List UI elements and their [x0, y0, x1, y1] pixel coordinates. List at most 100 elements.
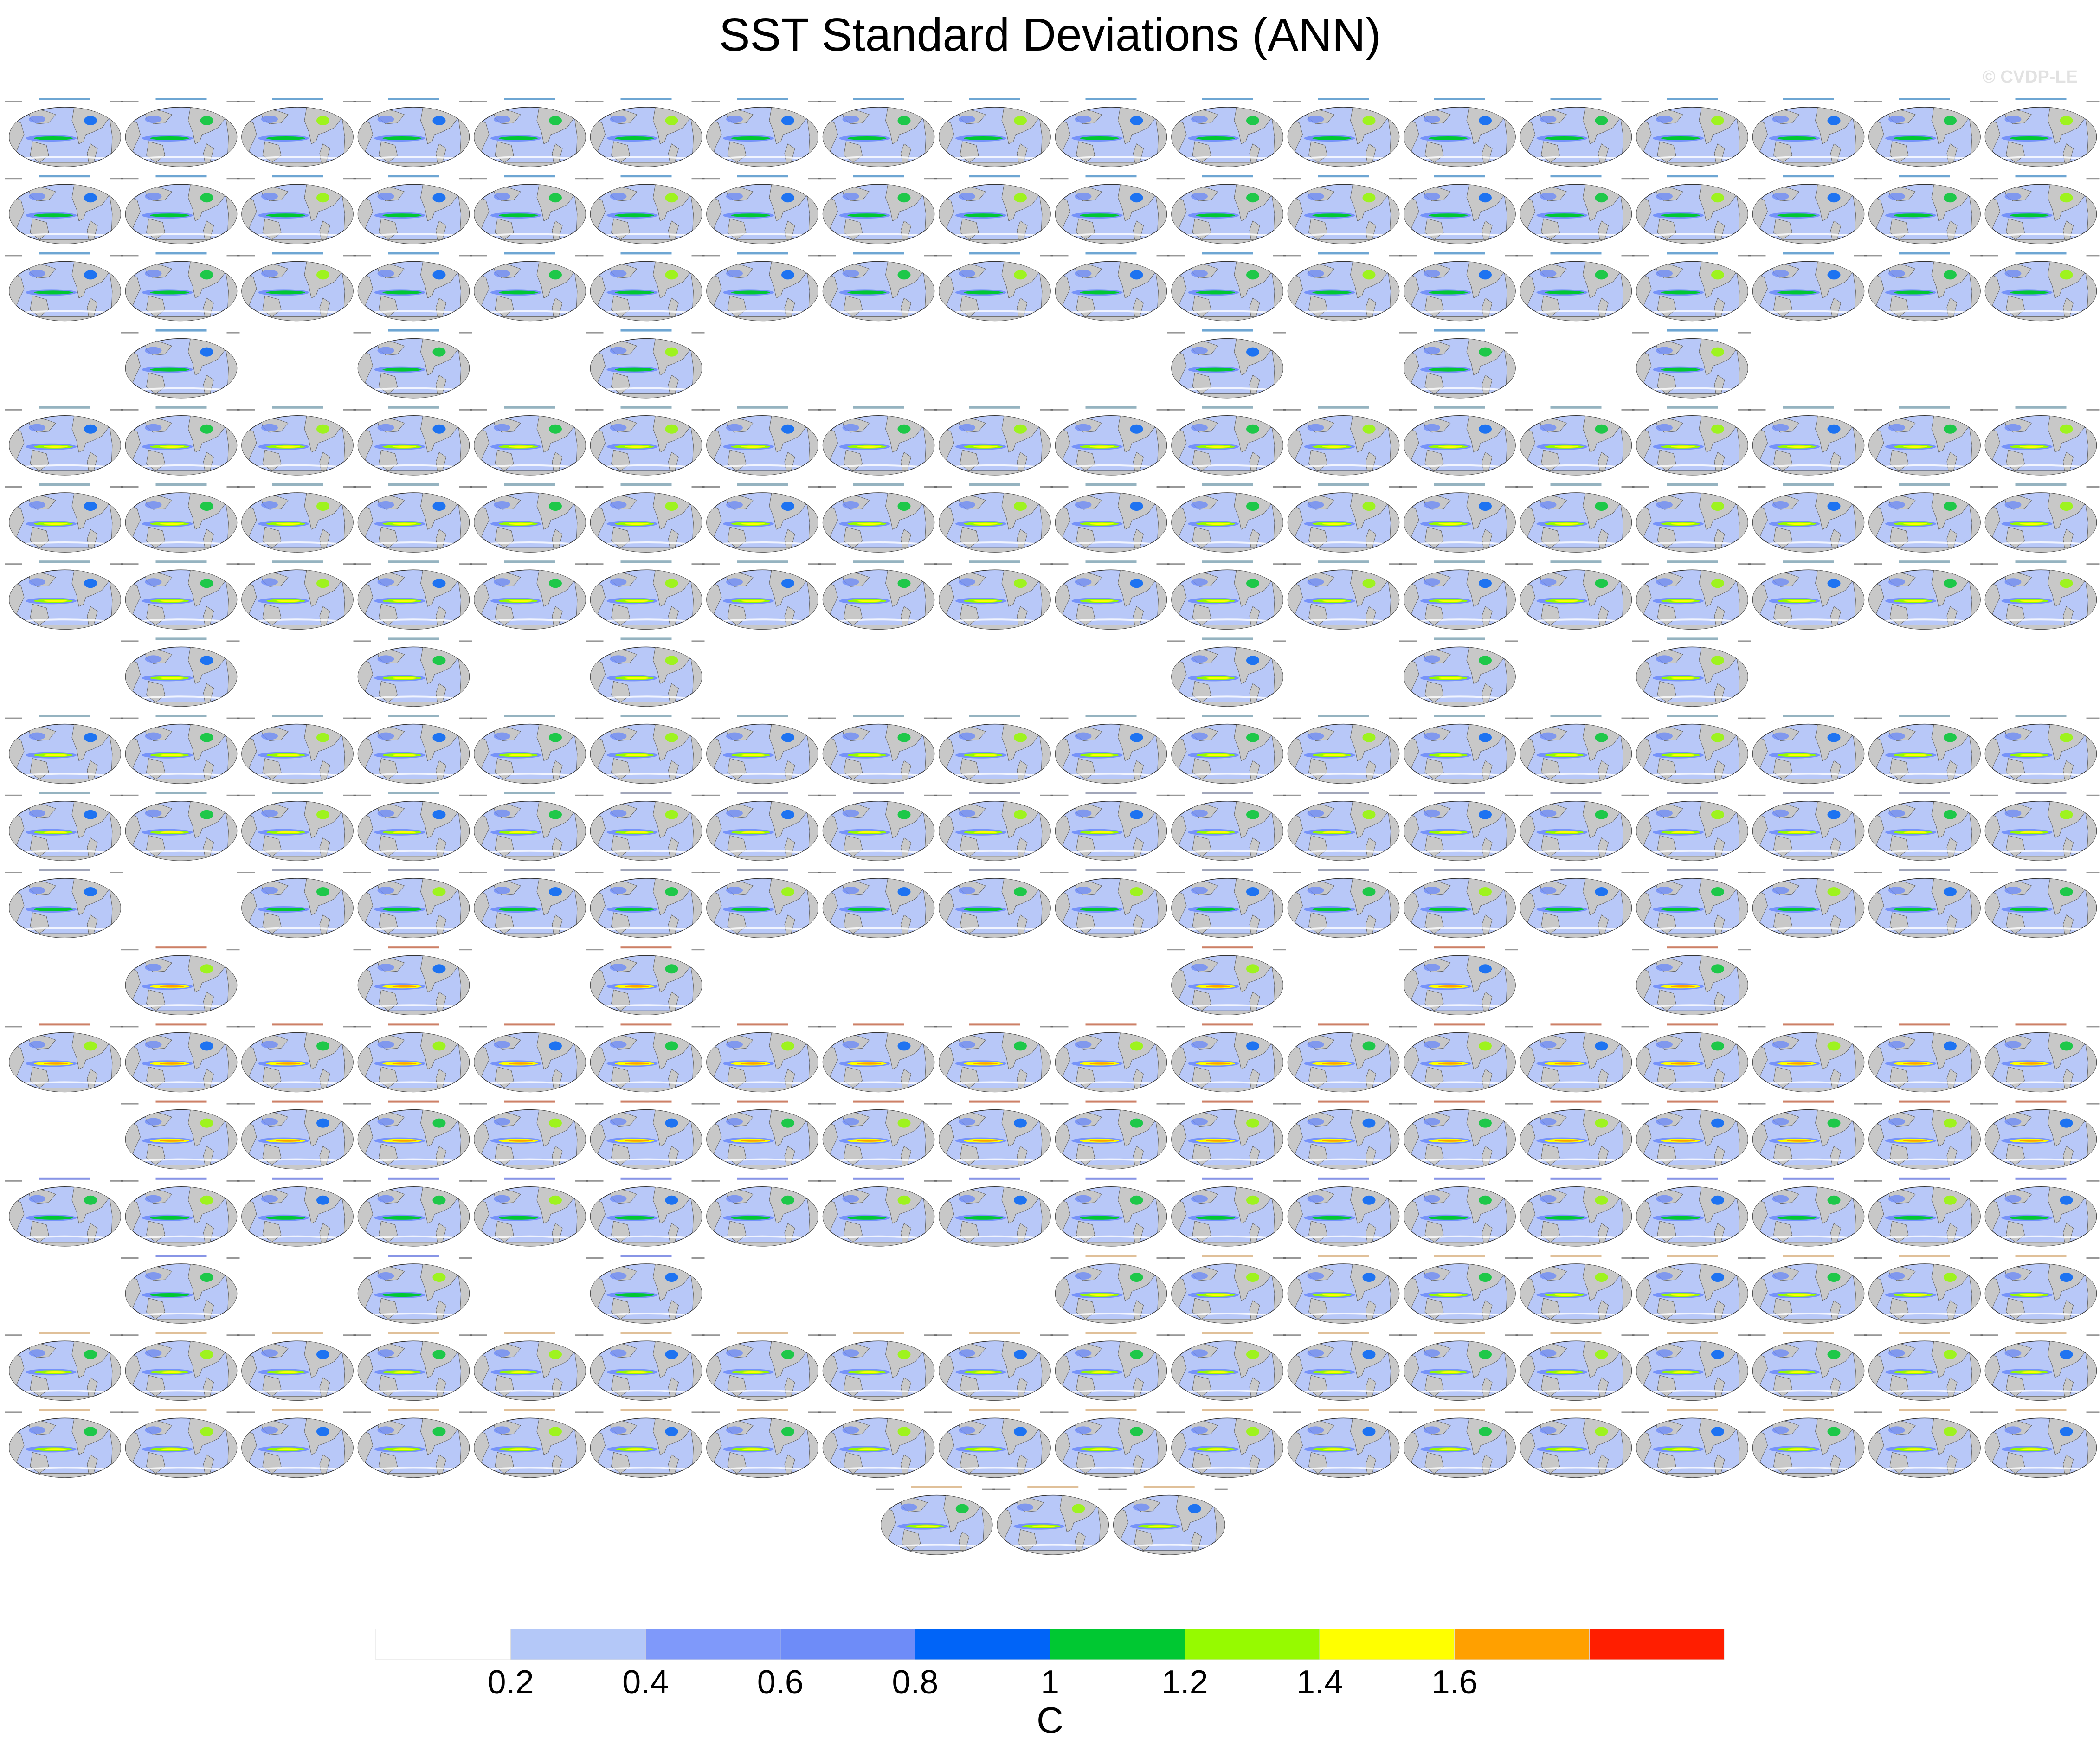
enso-band-peak — [160, 445, 184, 448]
panel-member-label-mark — [853, 252, 904, 255]
panel-member-label-mark — [1434, 98, 1485, 100]
panel-member-label-mark — [2015, 98, 2067, 100]
panel-member-label-mark — [1085, 406, 1137, 409]
panel-years-mark — [237, 178, 255, 180]
panel-member-label-mark — [1202, 329, 1253, 332]
enso-band-core — [1080, 213, 1119, 218]
panel-member-label-mark — [1434, 252, 1485, 255]
panel-member-label-mark — [504, 175, 555, 178]
north-atlantic-patch — [781, 116, 794, 125]
north-atlantic-patch — [200, 116, 213, 125]
north-atlantic-patch — [1362, 116, 1376, 125]
panel-mean-mark — [1738, 178, 1751, 180]
southern-ocean-band — [246, 156, 349, 160]
panel-mean-mark — [1273, 255, 1286, 257]
panel-years-mark — [1167, 178, 1185, 180]
panel-mean-mark — [459, 332, 472, 334]
southern-ocean-band — [1176, 233, 1279, 238]
map-panel — [1980, 175, 2100, 244]
panel-member-label-mark — [620, 329, 672, 332]
panel-mean-mark — [1854, 101, 1867, 102]
panel-mean-mark — [110, 178, 123, 180]
north-pacific-patch — [1540, 116, 1557, 123]
enso-band-core — [731, 213, 770, 218]
north-atlantic-patch — [665, 347, 678, 357]
enso-band-peak — [741, 445, 765, 448]
north-pacific-patch — [145, 193, 162, 200]
enso-band-core — [382, 367, 422, 372]
panel-member-label-mark — [620, 252, 672, 255]
southern-ocean-band — [362, 233, 465, 238]
enso-band-core — [1312, 290, 1352, 295]
enso-band-core — [1196, 213, 1235, 218]
panel-years-mark — [470, 409, 487, 411]
north-atlantic-patch — [84, 424, 97, 434]
panel-years-mark — [1399, 101, 1417, 102]
panel-years-mark — [1515, 101, 1533, 102]
panel-mean-mark — [459, 255, 472, 257]
north-atlantic-patch — [897, 116, 911, 125]
southern-ocean-band — [1641, 233, 1744, 238]
panel-member-label-mark — [388, 252, 439, 255]
enso-band-core — [1661, 136, 1700, 140]
north-pacific-patch — [959, 193, 975, 200]
panel-member-label-mark — [272, 175, 323, 178]
southern-ocean-band — [595, 464, 697, 469]
enso-band-peak — [973, 445, 998, 448]
panel-member-label-mark — [1667, 329, 1718, 332]
panel-years-mark — [1515, 178, 1533, 180]
north-pacific-patch — [1656, 116, 1673, 123]
panel-member-label-mark — [737, 175, 788, 178]
panel-mean-mark — [2086, 178, 2100, 180]
map-panel — [237, 98, 356, 167]
enso-band-peak — [1322, 445, 1346, 448]
panel-mean-mark — [1970, 409, 1983, 411]
panel-mean-mark — [1273, 409, 1286, 411]
southern-ocean-band — [1990, 233, 2092, 238]
north-pacific-patch — [1540, 193, 1557, 200]
panel-years-mark — [121, 178, 139, 180]
enso-band-core — [731, 136, 770, 140]
map-panel — [1167, 98, 1286, 167]
north-pacific-patch — [1772, 270, 1789, 277]
enso-band-core — [964, 290, 1003, 295]
north-atlantic-patch — [1130, 116, 1143, 125]
map-panel — [818, 406, 937, 476]
southern-ocean-band — [130, 233, 232, 238]
panel-mean-mark — [226, 332, 240, 334]
panel-mean-mark — [924, 178, 937, 180]
southern-ocean-band — [1292, 233, 1395, 238]
enso-band-core — [1196, 136, 1235, 140]
north-pacific-patch — [726, 116, 743, 123]
panel-years-mark — [1167, 332, 1185, 334]
north-pacific-patch — [1772, 193, 1789, 200]
southern-ocean-band — [943, 156, 1046, 160]
panel-mean-mark — [1621, 178, 1635, 180]
enso-band-peak — [625, 445, 649, 448]
panel-years-mark — [1050, 101, 1069, 102]
enso-band-core — [1545, 290, 1584, 295]
panel-years-mark — [1632, 255, 1649, 257]
panel-member-label-mark — [1783, 175, 1834, 178]
panel-mean-mark — [110, 409, 123, 411]
north-pacific-patch — [29, 116, 45, 123]
north-atlantic-patch — [84, 270, 97, 280]
panel-mean-mark — [1389, 178, 1402, 180]
enso-band-peak — [1089, 445, 1114, 448]
north-pacific-patch — [1307, 424, 1324, 431]
panel-mean-mark — [808, 178, 821, 180]
panel-mean-mark — [1040, 409, 1053, 411]
north-atlantic-patch — [1595, 193, 1608, 203]
north-atlantic-patch — [1246, 193, 1259, 203]
panel-mean-mark — [2086, 101, 2100, 102]
enso-band-core — [1312, 213, 1352, 218]
panel-member-label-mark — [1085, 98, 1137, 100]
southern-ocean-band — [246, 233, 349, 238]
panel-years-mark — [1283, 101, 1301, 102]
panel-years-mark — [1399, 255, 1417, 257]
panel-member-label-mark — [1783, 252, 1834, 255]
panel-years-mark — [1748, 178, 1766, 180]
panel-mean-mark — [1505, 255, 1518, 257]
panel-years-mark — [1283, 409, 1301, 411]
southern-ocean-band — [362, 310, 465, 315]
